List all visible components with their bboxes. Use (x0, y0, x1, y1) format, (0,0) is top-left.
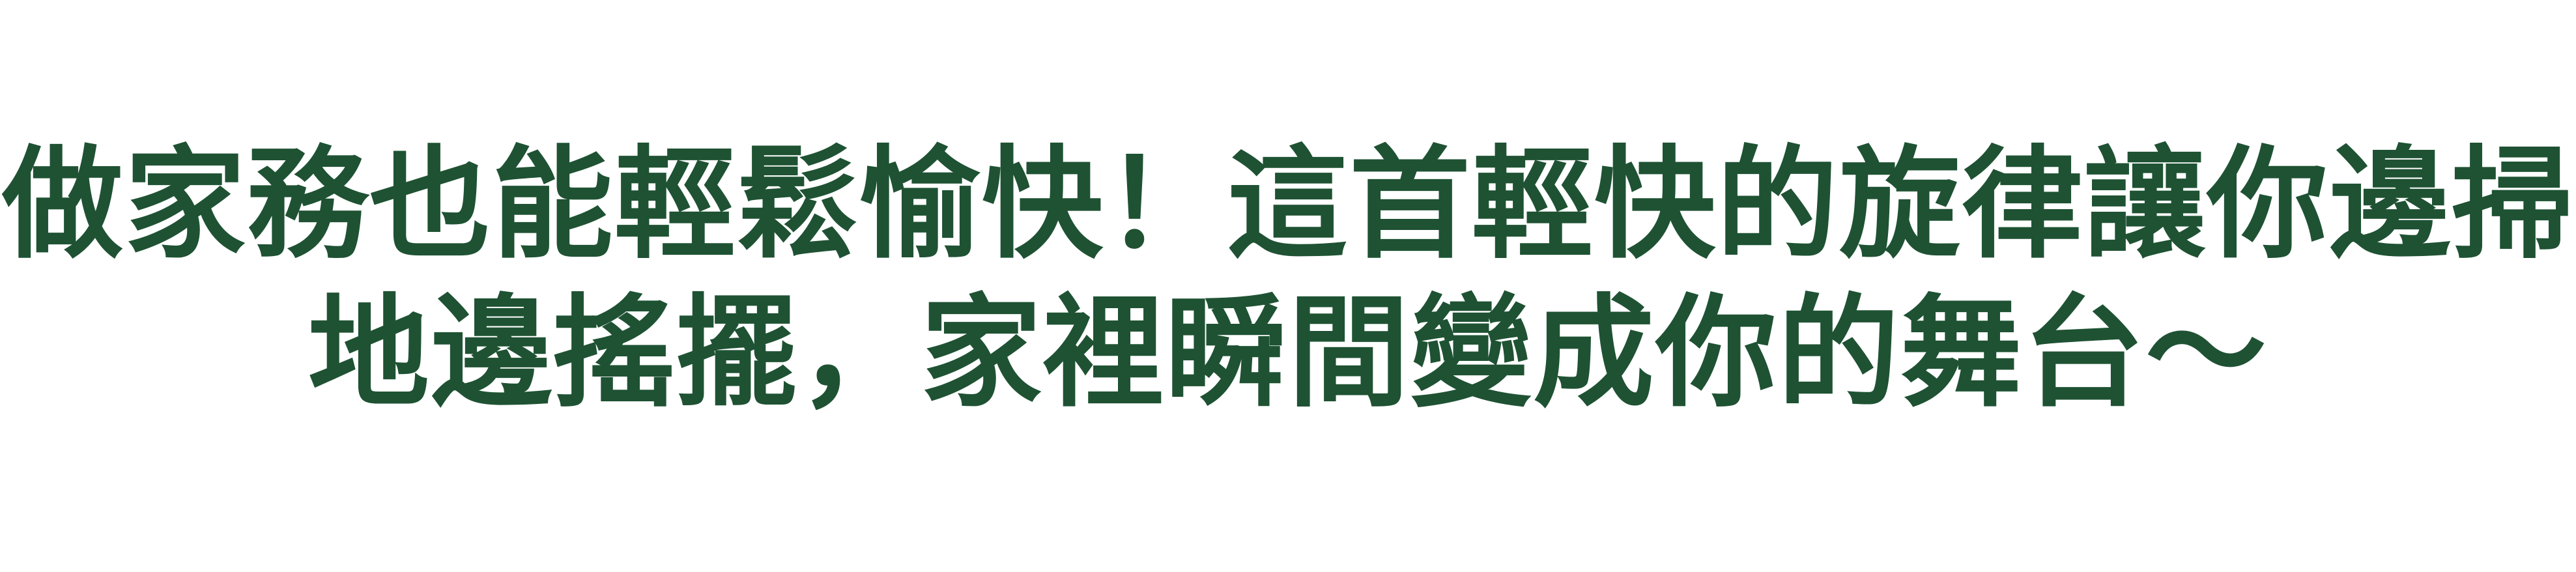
caption-line-2: 地邊搖擺，家裡瞬間變成你的舞台～ (308, 282, 2268, 423)
caption-text: 做家務也能輕鬆愉快！這首輕快的旋律讓你邊掃 地邊搖擺，家裡瞬間變成你的舞台～ (0, 130, 2576, 427)
caption-line-1: 做家務也能輕鬆愉快！這首輕快的旋律讓你邊掃 (1, 134, 2574, 275)
